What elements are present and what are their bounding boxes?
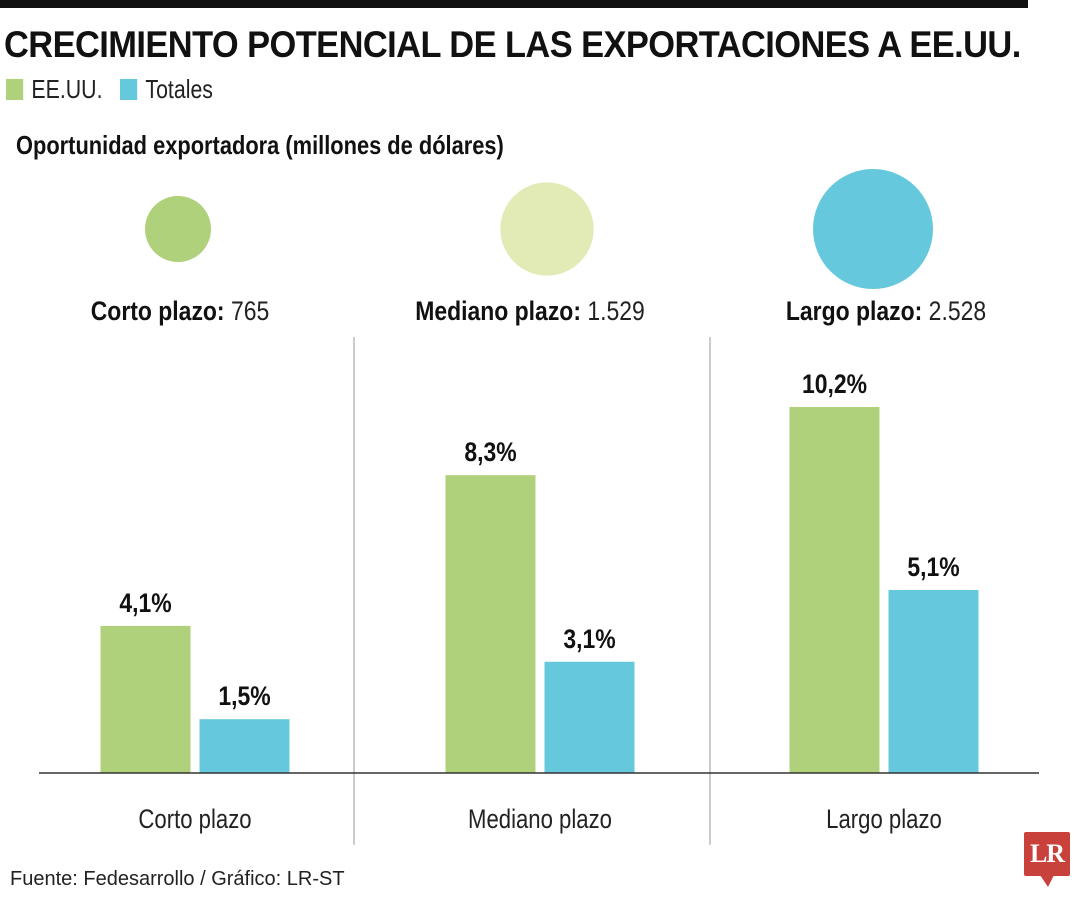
chart-subtitle: Oportunidad exportadora (millones de dól…	[16, 130, 504, 160]
bubble-label-corto: Corto plazo: 765	[91, 296, 270, 327]
bubble-label-largo: Largo plazo: 2.528	[786, 296, 986, 327]
lr-logo: LR	[1024, 832, 1070, 876]
bar-value-label: 1,5%	[218, 681, 270, 711]
bar-value-label: 4,1%	[119, 588, 171, 618]
bar-value-label: 5,1%	[907, 552, 959, 582]
legend-swatch-eeuu	[6, 79, 24, 100]
bubble-label-text: Corto plazo:	[90, 296, 225, 326]
bar-totales	[888, 590, 979, 773]
top-rule	[0, 0, 1028, 8]
bubble-label-text: Mediano plazo:	[415, 296, 581, 326]
bar-eeuu	[100, 625, 191, 773]
bar-value-label: 3,1%	[563, 624, 615, 654]
x-tick-label: Largo plazo	[826, 805, 942, 835]
source-note: Fuente: Fedesarrollo / Gráfico: LR-ST	[10, 868, 345, 890]
bar-totales	[199, 719, 290, 773]
legend-item-eeuu: EE.UU.	[6, 74, 103, 105]
x-tick-label: Mediano plazo	[468, 805, 612, 835]
bar-value-label: 8,3%	[464, 437, 516, 467]
bubble-label-value: 2.528	[928, 296, 987, 326]
chart-title: CRECIMIENTO POTENCIAL DE LAS EXPORTACION…	[4, 24, 1021, 65]
bar-totales	[544, 661, 635, 773]
x-tick-label: Corto plazo	[138, 805, 251, 835]
bar-value-label: 10,2%	[802, 369, 867, 399]
bubble-largo	[813, 169, 933, 289]
bar-eeuu	[789, 407, 880, 773]
lr-logo-tail	[1040, 875, 1054, 887]
bubble-mediano	[500, 182, 594, 276]
bubble-label-mediano: Mediano plazo: 1.529	[415, 296, 645, 327]
legend: EE.UU. Totales	[6, 74, 247, 105]
legend-swatch-totales	[119, 79, 137, 100]
bubble-label-value: 1.529	[587, 296, 645, 326]
bubble-corto	[144, 195, 212, 263]
legend-label-totales: Totales	[145, 74, 213, 104]
legend-item-totales: Totales	[119, 74, 213, 105]
legend-label-eeuu: EE.UU.	[31, 74, 103, 104]
bar-eeuu	[445, 475, 536, 773]
bubble-label-value: 765	[230, 296, 270, 326]
bubble-label-text: Largo plazo:	[785, 296, 923, 326]
